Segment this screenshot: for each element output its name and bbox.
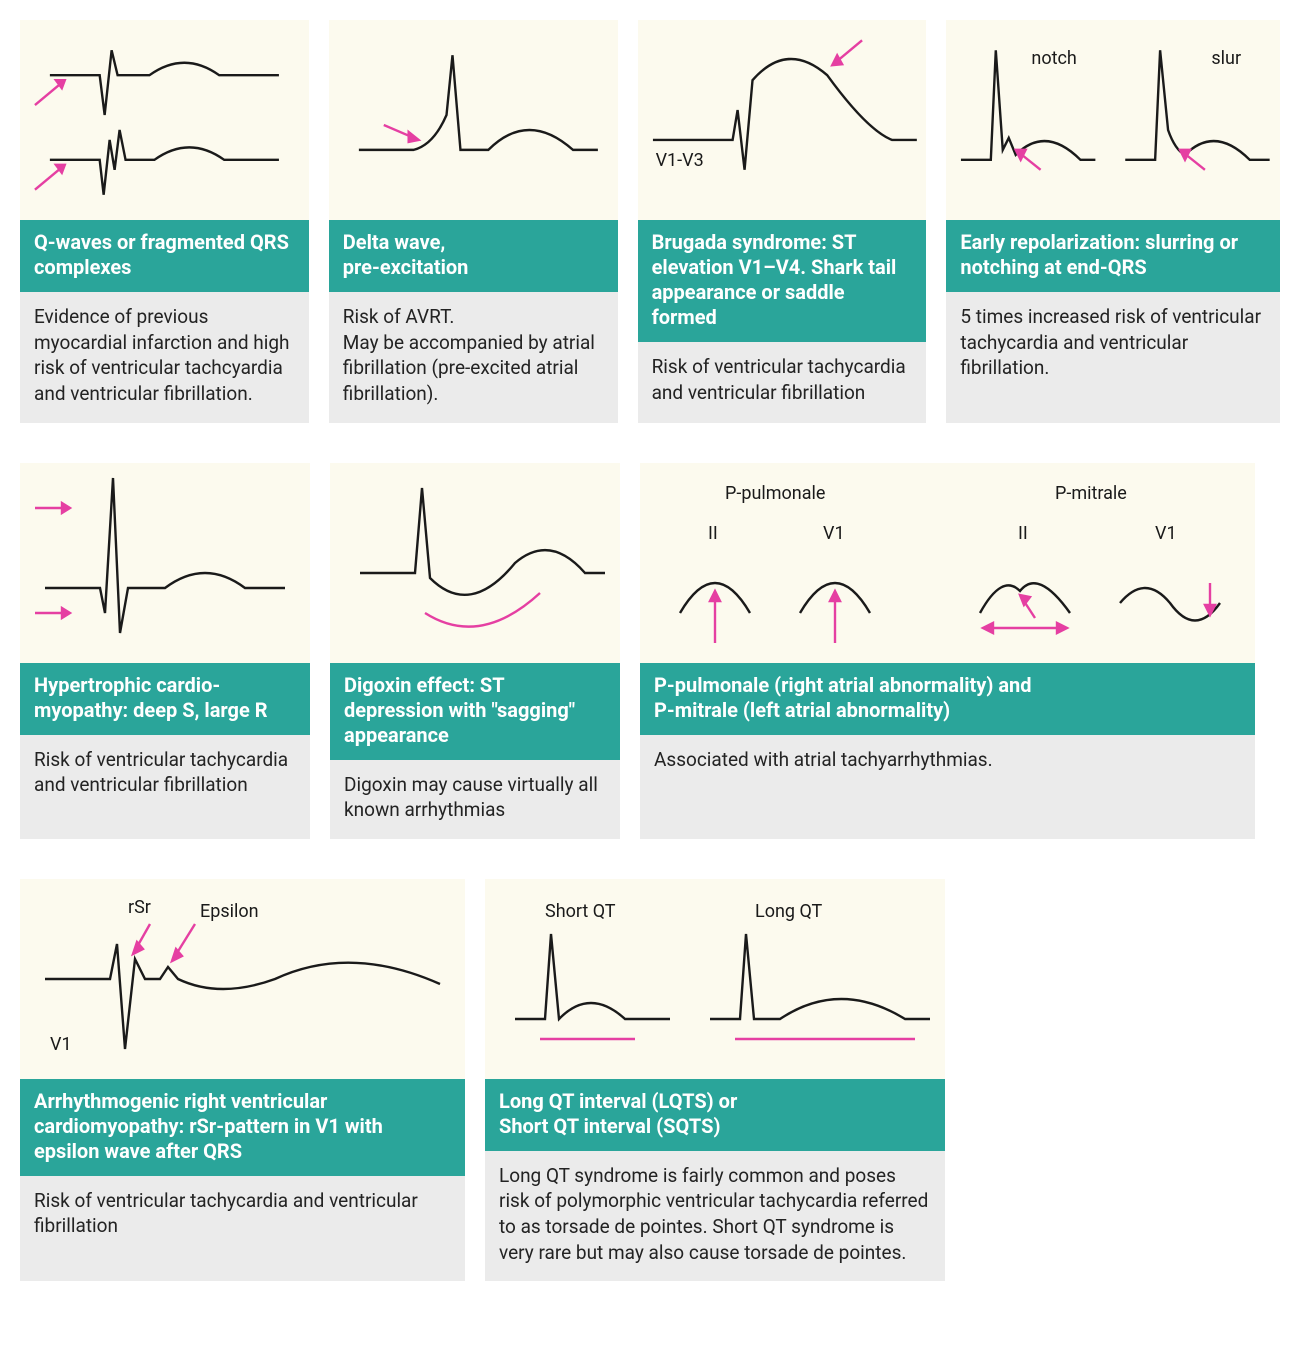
label-ii-2: II [1018,523,1028,544]
label-rsr: rSr [128,897,151,918]
title-digoxin: Digoxin effect: ST depression with "sagg… [330,663,620,760]
waveform-qt: Short QT Long QT [485,879,945,1079]
desc-earlyrepol: 5 times increased risk of ventricular ta… [946,292,1280,423]
waveform-arvc: rSr Epsilon V1 [20,879,465,1079]
waveform-qwaves [20,20,309,220]
card-pwaves: P-pulmonale P-mitrale II V1 II V1 P-pulm… [640,463,1255,839]
label-arvc-v1: V1 [50,1034,72,1055]
label-er-notch: notch [1031,48,1076,69]
card-arvc: rSr Epsilon V1 Arrhythmogenic right vent… [20,879,465,1282]
waveform-delta [329,20,618,220]
desc-digoxin: Digoxin may cause virtually all known ar… [330,760,620,839]
row-3: rSr Epsilon V1 Arrhythmogenic right vent… [20,879,1280,1282]
desc-hcm: Risk of ventricular tachycardia and vent… [20,735,310,839]
title-pwaves: P-pulmonale (right atrial abnormality) a… [640,663,1255,735]
label-v1-1: V1 [823,523,845,544]
label-ii-1: II [708,523,718,544]
row-1: Q-waves or fragmented QRS complexes Evid… [20,20,1280,423]
title-delta: Delta wave,pre-excitation [329,220,618,292]
desc-pwaves: Associated with atrial tachyarrhythmias. [640,735,1255,839]
label-pmitr: P-mitrale [1055,483,1127,504]
label-v1-2: V1 [1155,523,1177,544]
desc-arvc: Risk of ventricular tachycardia and vent… [20,1176,465,1282]
card-earlyrepol: notch slur Early repolarization: slurrin… [946,20,1280,423]
card-delta: Delta wave,pre-excitation Risk of AVRT.M… [329,20,618,423]
row-2: Hypertrophic cardio-myopathy: deep S, la… [20,463,1280,839]
label-longqt: Long QT [755,901,822,922]
title-brugada: Brugada syndrome: ST elevation V1–V4. Sh… [638,220,927,342]
card-digoxin: Digoxin effect: ST depression with "sagg… [330,463,620,839]
label-epsilon: Epsilon [200,901,259,922]
title-hcm: Hypertrophic cardio-myopathy: deep S, la… [20,663,310,735]
card-qt: Short QT Long QT Long QT interval (LQTS)… [485,879,945,1282]
waveform-pwaves: P-pulmonale P-mitrale II V1 II V1 [640,463,1255,663]
title-arvc: Arrhythmogenic right ventricular cardiom… [20,1079,465,1176]
label-shortqt: Short QT [545,901,616,922]
card-qwaves: Q-waves or fragmented QRS complexes Evid… [20,20,309,423]
waveform-brugada: V1-V3 [638,20,927,220]
desc-qwaves: Evidence of previous myocardial infarcti… [20,292,309,423]
waveform-hcm [20,463,310,663]
title-earlyrepol: Early repolarization: slurring or notchi… [946,220,1280,292]
card-brugada: V1-V3 Brugada syndrome: ST elevation V1–… [638,20,927,423]
desc-brugada: Risk of ventricular tachycardia and vent… [638,342,927,423]
desc-qt: Long QT syndrome is fairly common and po… [485,1151,945,1282]
card-hcm: Hypertrophic cardio-myopathy: deep S, la… [20,463,310,839]
title-qwaves: Q-waves or fragmented QRS complexes [20,220,309,292]
label-brugada-lead: V1-V3 [656,150,704,171]
title-qt: Long QT interval (LQTS) orShort QT inter… [485,1079,945,1151]
label-ppulm: P-pulmonale [725,483,825,504]
waveform-earlyrepol: notch slur [946,20,1280,220]
desc-delta: Risk of AVRT.May be accompanied by atria… [329,292,618,423]
waveform-digoxin [330,463,620,663]
label-er-slur: slur [1211,48,1241,69]
